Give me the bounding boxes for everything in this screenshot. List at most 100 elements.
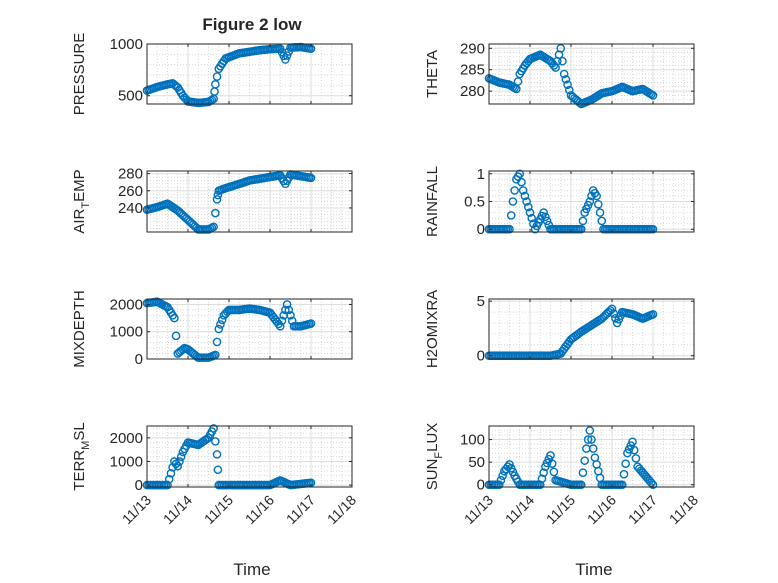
x-axis-title-left: Time <box>233 560 270 579</box>
y-tick-label: 100 <box>460 432 485 449</box>
y-axis-label-7: TERRMSL <box>71 422 92 490</box>
data-point <box>537 474 547 484</box>
data-point <box>518 186 528 195</box>
y-tick-label: 1000 <box>110 36 143 53</box>
data-point <box>547 459 557 468</box>
data-point <box>535 480 545 490</box>
data-point <box>578 216 588 226</box>
data-point <box>648 309 658 319</box>
axes-box <box>488 425 695 488</box>
data-point <box>216 320 225 329</box>
data-point <box>277 316 287 326</box>
data-point <box>564 85 574 95</box>
panel-5: 0 1000 2000 MIXDEPTH <box>71 290 353 368</box>
data-point <box>585 197 595 206</box>
data-point <box>209 424 218 433</box>
data-point <box>211 208 220 218</box>
axes-box <box>146 170 353 233</box>
y-axis-label-3: AIRTEMP <box>71 169 92 233</box>
y-tick-label: 290 <box>460 40 485 57</box>
data-point <box>175 457 184 466</box>
data-point <box>559 69 569 79</box>
axes-box <box>146 298 353 360</box>
data-point <box>286 311 295 320</box>
y-tick-label: 240 <box>118 200 143 217</box>
data-point <box>176 452 186 462</box>
data-point <box>214 324 224 334</box>
y-axis-label-2: THETA <box>424 50 441 98</box>
data-point <box>213 190 223 200</box>
data-point <box>171 331 181 341</box>
y-tick-label: 280 <box>118 166 143 183</box>
y-tick-label: 5 <box>477 293 485 310</box>
data-point <box>576 480 586 490</box>
y-tick-label: 260 <box>118 183 143 200</box>
y-tick-label: 1 <box>477 166 485 183</box>
data-point <box>209 222 218 232</box>
data-point <box>282 51 292 60</box>
axes-box <box>146 43 353 105</box>
y-label-part: LUX <box>424 423 441 452</box>
data-point <box>520 191 530 201</box>
data-point <box>607 304 617 314</box>
y-axis-label-5: MIXDEPTH <box>71 290 88 368</box>
y-tick-label: 0 <box>477 348 485 365</box>
y-label-subscript: M <box>80 441 92 450</box>
data-point <box>217 315 227 325</box>
y-label-part: SL <box>71 422 88 440</box>
data-point <box>281 55 290 64</box>
panel-2: 280 285 290 THETA <box>424 40 695 109</box>
y-label-part: TERR <box>71 450 88 491</box>
data-point <box>515 169 525 179</box>
data-point <box>170 313 179 323</box>
data-point <box>631 454 641 463</box>
data-point <box>164 474 174 484</box>
y-axis-label-4: RAINFALL <box>424 166 441 237</box>
data-point <box>621 459 630 468</box>
data-point <box>212 450 222 459</box>
data-point <box>211 437 220 446</box>
data-point <box>523 202 533 212</box>
y-axis-label-1: PRESSURE <box>71 33 88 116</box>
axes-box <box>488 298 695 360</box>
axes-box <box>488 43 695 105</box>
data-point <box>563 80 572 90</box>
data-point <box>163 480 172 490</box>
data-point <box>580 456 589 465</box>
data-point <box>585 426 595 435</box>
data-point <box>583 435 593 444</box>
data-point <box>213 465 223 475</box>
y-axis-label-8: SUNFLUX <box>424 423 445 491</box>
data-point <box>510 186 519 195</box>
data-point <box>629 445 639 455</box>
y-axis-label-6: H2OMIXRA <box>424 290 441 368</box>
y-tick-label: 1000 <box>110 324 143 341</box>
data-point <box>282 300 292 309</box>
data-point <box>619 469 629 479</box>
y-label-part: SUN <box>424 459 441 491</box>
data-point <box>597 216 607 226</box>
data-point <box>212 195 222 204</box>
data-point <box>527 213 537 223</box>
x-axis-title-right: Time <box>575 560 612 579</box>
data-point <box>594 199 603 209</box>
data-point <box>275 321 285 331</box>
data-point <box>595 208 605 217</box>
data-point <box>505 224 514 234</box>
data-point <box>561 75 571 84</box>
figure-title: Figure 2 low <box>202 15 302 34</box>
panel-4: 0 0.5 1 RAINFALL <box>424 166 695 238</box>
y-tick-label: 1000 <box>110 453 143 470</box>
data-point <box>592 191 601 201</box>
data-point <box>525 208 535 217</box>
data-point <box>549 467 559 477</box>
data-point <box>587 435 596 444</box>
y-tick-label: 0.5 <box>464 194 485 211</box>
data-point <box>541 212 550 222</box>
y-tick-label: 0 <box>477 221 485 238</box>
data-point <box>211 80 220 89</box>
data-point <box>546 451 555 460</box>
data-point <box>166 468 176 478</box>
